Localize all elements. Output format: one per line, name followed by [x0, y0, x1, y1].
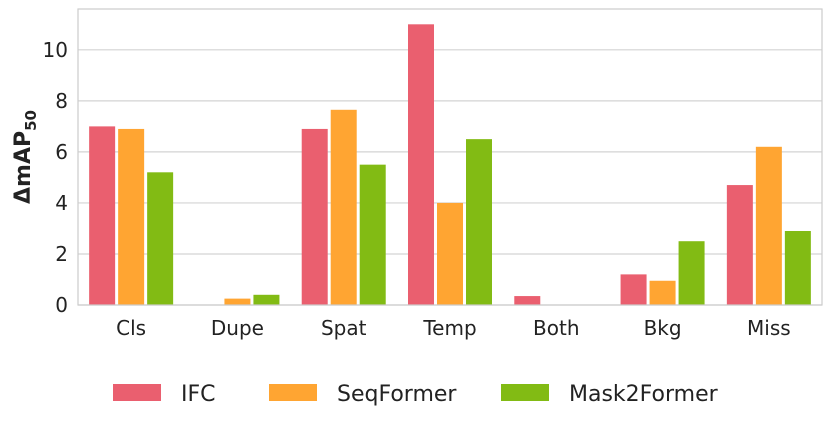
bar-seqformer-bkg [649, 280, 676, 305]
bar-seqformer-spat [330, 109, 357, 305]
x-tick-label: Temp [422, 316, 476, 340]
y-tick-label: 10 [43, 38, 68, 62]
y-axis-label-main: ΔmAP [11, 131, 36, 204]
legend-label: Mask2Former [569, 382, 719, 407]
bar-mask2former-miss [784, 231, 811, 305]
bar-seqformer-dupe [224, 298, 251, 305]
bar-ifc-spat [301, 128, 328, 305]
bar-mask2former-bkg [678, 241, 705, 305]
legend-swatch [501, 384, 549, 401]
bar-ifc-miss [726, 185, 753, 305]
y-tick-label: 8 [55, 89, 68, 113]
x-tick-label: Dupe [211, 316, 264, 340]
bar-mask2former-cls [147, 172, 174, 305]
legend-label: SeqFormer [337, 382, 457, 407]
bar-ifc-bkg [620, 274, 647, 305]
y-axis-label: ΔmAP50 [11, 110, 40, 204]
bar-seqformer-cls [118, 128, 145, 305]
bars [89, 24, 811, 306]
legend-label: IFC [181, 382, 216, 407]
x-tick-label: Miss [747, 316, 791, 340]
y-tick-labels: 0 2 4 6 8 10 [43, 38, 68, 317]
y-tick-label: 6 [55, 140, 68, 164]
x-tick-label: Cls [116, 316, 146, 340]
legend: IFC SeqFormer Mask2Former [113, 382, 719, 407]
y-axis-label-subscript: 50 [22, 110, 40, 131]
bar-seqformer-temp [437, 202, 463, 305]
plot-frame [77, 8, 823, 306]
bar-mask2former-dupe [253, 294, 280, 305]
y-tick-label: 2 [55, 242, 68, 266]
x-tick-label: Both [533, 316, 579, 340]
bar-ifc-temp [408, 24, 434, 306]
x-tick-label: Bkg [644, 316, 682, 340]
y-tick-label: 4 [55, 191, 68, 215]
bar-ifc-cls [89, 126, 116, 306]
bar-ifc-both [514, 296, 541, 305]
bar-seqformer-miss [755, 146, 782, 305]
x-tick-label: Spat [321, 316, 367, 340]
legend-swatch [113, 384, 161, 401]
legend-swatch [269, 384, 317, 401]
bar-mask2former-temp [466, 139, 492, 305]
bar-mask2former-spat [359, 164, 386, 305]
x-tick-labels: Cls Dupe Spat Temp Both Bkg Miss [116, 316, 791, 340]
y-tick-label: 0 [55, 293, 68, 317]
